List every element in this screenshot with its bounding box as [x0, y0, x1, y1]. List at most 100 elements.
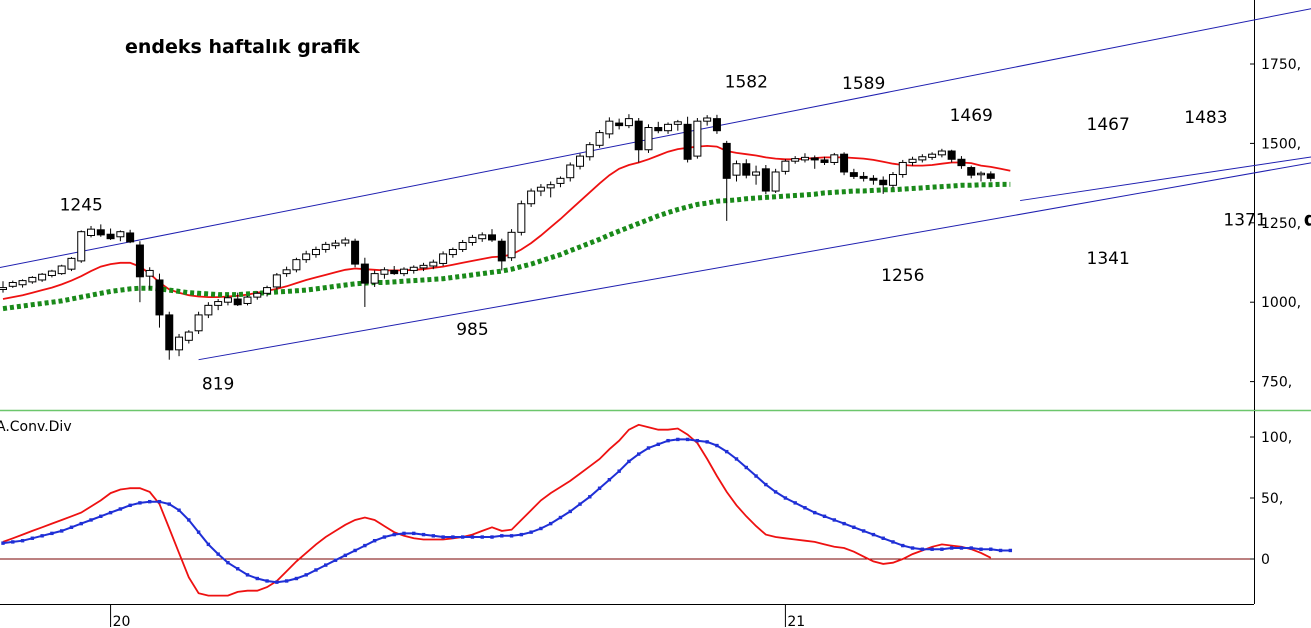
candle-up — [781, 160, 790, 172]
signal-line-point — [891, 540, 895, 544]
signal-line-point — [431, 534, 436, 538]
signal-line-point — [500, 534, 504, 538]
signal-line-point — [50, 531, 54, 536]
signal-line-point — [705, 440, 709, 444]
candle-up — [576, 155, 585, 167]
candle-up — [517, 203, 526, 233]
indicator-axis-tick-label: 50, — [1261, 491, 1283, 507]
candle-up — [888, 174, 897, 186]
signal-line-point — [392, 532, 396, 537]
candle-up — [800, 156, 809, 161]
signal-line-point — [226, 560, 230, 565]
candle-up — [311, 248, 320, 256]
signal-line-point — [744, 465, 748, 470]
signal-line-point — [460, 535, 465, 539]
signal-line-point — [1, 541, 5, 545]
signal-line-point — [187, 518, 191, 522]
signal-line-point — [998, 548, 1003, 553]
signal-line-point — [646, 446, 651, 450]
candle-up — [399, 268, 408, 275]
trend-channel-line — [198, 162, 1311, 361]
candle-up — [77, 231, 86, 262]
indicator-title: A.Conv.Div — [0, 419, 72, 435]
candle-up — [928, 153, 937, 158]
candle-up — [67, 257, 76, 270]
signal-line-point — [490, 535, 494, 539]
signal-line-point — [294, 576, 299, 581]
candle-up — [898, 161, 907, 176]
candle-up — [302, 253, 311, 261]
signal-line-point — [930, 547, 934, 551]
signal-line-point — [529, 530, 533, 534]
candle-down — [233, 298, 242, 306]
candle-down — [96, 229, 105, 236]
signal-line-point — [421, 532, 426, 537]
price-axis-tick-label: 1500, — [1261, 136, 1301, 152]
signal-line-point — [20, 539, 25, 543]
signal-line-point — [588, 495, 592, 499]
signal-line-point — [148, 499, 152, 504]
signal-line-point — [940, 547, 944, 551]
candle-up — [370, 273, 379, 284]
price-axis-tick-label: 1000, — [1261, 295, 1301, 311]
signal-line-point — [842, 521, 846, 526]
candle-up — [87, 228, 96, 237]
axes: 1750, 1500, 1250, 1000, 750, 100, 50, 0 20 21 — [110, 57, 1301, 628]
signal-line-point — [40, 534, 44, 538]
signal-line-point — [284, 579, 289, 583]
candle-up — [214, 301, 223, 306]
candle-down — [165, 314, 174, 351]
signal-line-point — [832, 518, 836, 522]
signal-line-point — [138, 501, 142, 505]
candle-down — [106, 233, 115, 240]
candle-up — [8, 282, 17, 287]
signal-line-point — [372, 539, 377, 543]
candle-up — [409, 266, 418, 271]
candle-up — [223, 297, 232, 303]
candle-down — [957, 158, 966, 167]
signal-line-point — [382, 535, 387, 539]
signal-line-point — [59, 529, 64, 533]
signal-line-point — [822, 514, 827, 518]
candle-down — [351, 240, 360, 265]
candle-up — [908, 158, 917, 163]
candle-up — [184, 331, 193, 341]
trend-channel-line — [1020, 156, 1311, 202]
candle-up — [175, 336, 184, 351]
signal-line-point — [607, 478, 612, 482]
signal-line-point — [901, 543, 905, 548]
candle-up — [536, 186, 545, 192]
signal-line-point — [813, 510, 817, 515]
price-annotation: 1582 — [725, 72, 768, 92]
price-annotation: 1469 — [950, 106, 993, 126]
indicator-axis-tick-label: 100, — [1261, 430, 1292, 446]
candle-up — [439, 253, 448, 264]
candle-up — [292, 259, 301, 271]
signal-line-point — [11, 540, 15, 544]
signal-line-point — [275, 580, 279, 584]
signal-line-point — [764, 482, 768, 487]
signal-line-point — [637, 452, 641, 456]
signal-line-point — [969, 546, 973, 550]
signal-line-point — [89, 518, 93, 522]
macd-line — [2, 423, 992, 597]
signal-line-point — [910, 546, 915, 550]
candle-up — [507, 231, 516, 259]
candle-up — [644, 127, 653, 151]
candle-up — [937, 150, 946, 156]
signal-line-point — [236, 567, 240, 571]
signal-line-point — [852, 525, 856, 529]
candle-down — [810, 157, 819, 161]
signal-line-point — [519, 532, 524, 537]
slow-moving-average-line — [2, 181, 1011, 312]
price-annotation: 1589 — [842, 74, 885, 94]
signal-line-point — [666, 438, 670, 443]
time-axis-tick-label: 21 — [787, 614, 805, 628]
signal-line-point — [333, 558, 338, 562]
signal-line-point — [920, 547, 925, 551]
candle-down — [967, 167, 976, 176]
signal-line-point — [685, 437, 690, 442]
signal-line-point — [754, 474, 758, 478]
signal-line-point — [783, 496, 788, 500]
